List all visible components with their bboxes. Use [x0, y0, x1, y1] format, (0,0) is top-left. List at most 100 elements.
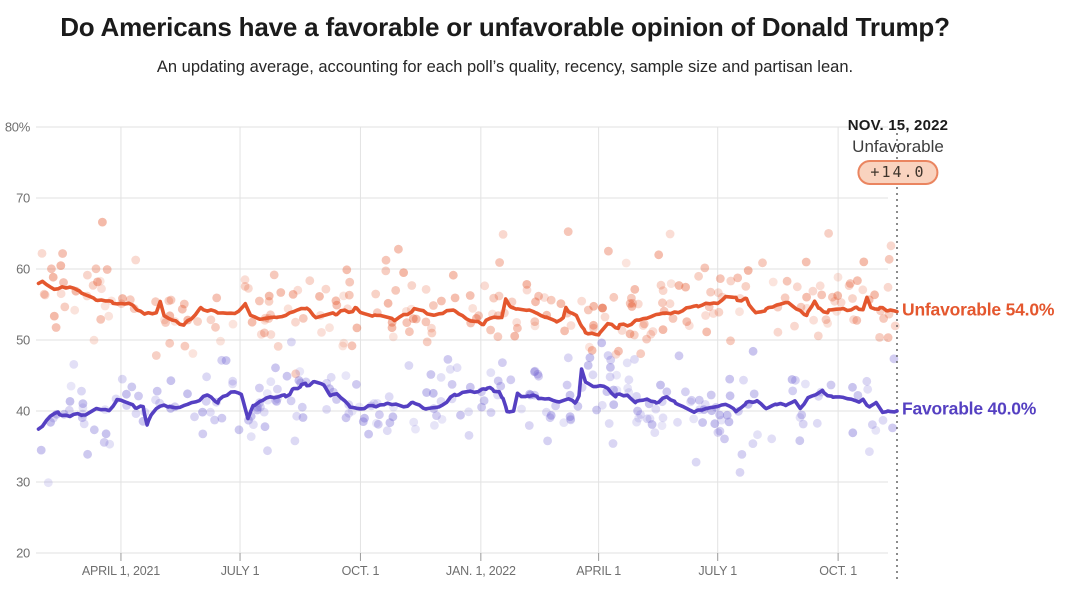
poll-dot-favorable	[198, 407, 207, 417]
poll-dot-favorable	[422, 388, 431, 397]
poll-dot-favorable	[432, 411, 441, 420]
poll-dot-favorable	[543, 436, 552, 446]
poll-dot-unfavorable	[394, 244, 403, 254]
poll-dot-unfavorable	[151, 351, 161, 360]
poll-dot-unfavorable	[166, 295, 176, 305]
poll-dot-unfavorable	[858, 285, 868, 295]
poll-dot-favorable	[715, 410, 725, 420]
poll-dot-unfavorable	[48, 272, 58, 282]
poll-dot-unfavorable	[828, 292, 837, 302]
poll-dot-unfavorable	[577, 296, 587, 306]
poll-dot-unfavorable	[654, 250, 664, 260]
poll-dot-unfavorable	[180, 341, 190, 351]
poll-dot-unfavorable	[682, 317, 692, 326]
poll-dot-favorable	[749, 389, 759, 399]
poll-dot-favorable	[524, 421, 534, 430]
margin-badge: +14.0	[857, 160, 939, 185]
page-title: Do Americans have a favorable or unfavor…	[60, 12, 950, 42]
poll-dot-favorable	[853, 391, 863, 400]
poll-dot-unfavorable	[161, 318, 171, 327]
poll-dot-unfavorable	[56, 261, 66, 270]
poll-dot-unfavorable	[474, 311, 483, 321]
poll-dot-favorable	[624, 375, 634, 385]
poll-dot-favorable	[409, 417, 419, 427]
poll-dot-unfavorable	[642, 334, 651, 344]
poll-dot-unfavorable	[563, 227, 573, 237]
poll-dot-favorable	[388, 412, 398, 422]
poll-dot-favorable	[632, 417, 641, 427]
poll-dot-unfavorable	[589, 320, 598, 330]
poll-dot-favorable	[748, 439, 758, 448]
poll-dot-unfavorable	[589, 323, 598, 333]
poll-dot-unfavorable	[408, 314, 418, 323]
poll-dot-favorable	[797, 410, 807, 420]
poll-dot-unfavorable	[244, 284, 253, 293]
poll-dot-favorable	[737, 450, 747, 459]
poll-dot-unfavorable	[883, 282, 893, 292]
poll-dot-favorable	[498, 358, 507, 367]
poll-dot-unfavorable	[100, 301, 110, 311]
poll-dot-favorable	[725, 374, 735, 384]
poll-dot-unfavorable	[427, 328, 437, 338]
x-tick-label: OCT. 1	[342, 564, 380, 578]
poll-dot-favorable	[364, 429, 373, 439]
poll-dot-unfavorable	[879, 314, 888, 323]
poll-dot-favorable	[465, 382, 475, 392]
poll-dot-unfavorable	[498, 230, 508, 239]
poll-dot-favorable	[282, 371, 292, 381]
poll-dot-favorable	[385, 418, 395, 428]
poll-dot-favorable	[217, 413, 227, 423]
poll-dot-unfavorable	[884, 254, 894, 264]
poll-dot-favorable	[812, 418, 822, 428]
poll-dot-favorable	[657, 421, 667, 430]
poll-dot-favorable	[563, 353, 573, 363]
poll-dot-unfavorable	[522, 280, 532, 289]
poll-dot-favorable	[375, 410, 384, 420]
poll-dot-favorable	[445, 365, 455, 374]
poll-dot-unfavorable	[332, 300, 342, 310]
poll-dot-unfavorable	[665, 229, 675, 239]
x-tick-label: OCT. 1	[819, 564, 857, 578]
poll-dot-unfavorable	[305, 276, 315, 286]
poll-dot-unfavorable	[833, 291, 843, 301]
poll-dot-favorable	[588, 370, 598, 380]
poll-dot-favorable	[798, 419, 808, 429]
poll-dot-unfavorable	[628, 298, 638, 308]
poll-dot-favorable	[583, 361, 593, 370]
poll-dot-unfavorable	[240, 282, 250, 291]
poll-dot-favorable	[506, 375, 516, 385]
poll-dot-unfavorable	[681, 282, 690, 292]
poll-dot-favorable	[674, 351, 684, 361]
poll-dot-unfavorable	[131, 255, 141, 265]
annotation-date: NOV. 15, 2022	[847, 117, 949, 134]
poll-dot-favorable	[36, 445, 46, 455]
poll-dot-favorable	[290, 436, 300, 446]
poll-dot-favorable	[636, 410, 645, 419]
poll-dot-unfavorable	[802, 292, 811, 302]
poll-dot-favorable	[889, 354, 899, 364]
poll-dot-unfavorable	[256, 330, 266, 339]
poll-dot-unfavorable	[345, 277, 355, 287]
poll-dot-favorable	[848, 382, 857, 392]
poll-dot-unfavorable	[758, 258, 767, 268]
poll-dot-favorable	[151, 395, 160, 405]
poll-dot-unfavorable	[405, 327, 414, 337]
poll-dot-unfavorable	[450, 293, 460, 303]
poll-dot-favorable	[202, 372, 212, 382]
poll-dot-favorable	[464, 407, 473, 417]
page-subtitle: An updating average, accounting for each…	[156, 58, 854, 76]
poll-dot-unfavorable	[338, 341, 348, 351]
poll-dot-unfavorable	[611, 349, 621, 359]
poll-dot-unfavorable	[317, 328, 326, 337]
poll-dot-favorable	[64, 405, 74, 415]
poll-dot-favorable	[255, 383, 264, 393]
poll-dot-favorable	[477, 402, 486, 412]
y-tick-label: 50	[16, 333, 30, 348]
poll-dot-unfavorable	[118, 294, 127, 303]
poll-dot-favorable	[735, 468, 745, 477]
poll-dot-unfavorable	[276, 288, 286, 297]
poll-dot-unfavorable	[381, 255, 391, 265]
poll-dot-unfavorable	[381, 266, 391, 276]
